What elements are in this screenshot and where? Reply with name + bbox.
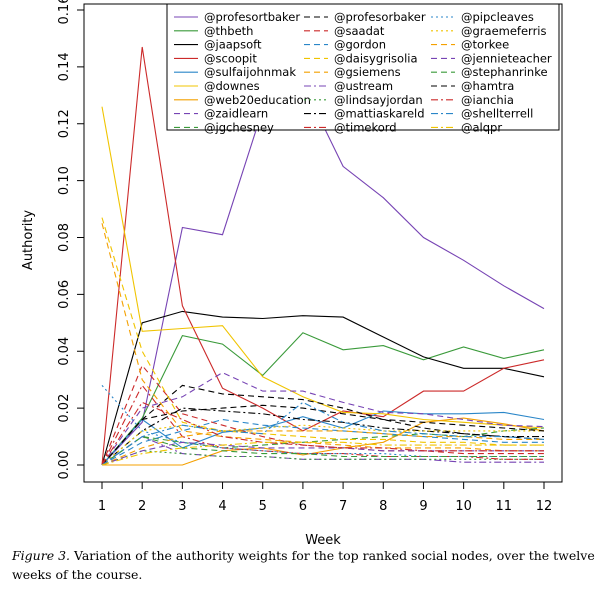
legend-label: @shellterrell xyxy=(461,107,533,121)
series-line-shellterrell xyxy=(101,401,545,466)
legend-label: @jgchesney xyxy=(204,120,274,134)
series-line-gsiemens xyxy=(101,223,544,452)
y-tick-label: 0.12 xyxy=(57,109,72,138)
series-line-web20education xyxy=(102,417,545,466)
y-tick-label: 0.16 xyxy=(57,0,72,24)
series-line-profesorbaker xyxy=(101,384,545,466)
x-tick-label: 9 xyxy=(419,499,427,514)
legend-label: @zaidlearn xyxy=(204,107,268,121)
series-line-timekord xyxy=(101,384,544,466)
y-tick-label: 0.08 xyxy=(57,223,72,252)
x-tick-label: 5 xyxy=(259,499,267,514)
authority-line-chart: 1 2 3 4 5 6 7 8 9 10 11 120.000.020.040.060.080.100… xyxy=(21,0,563,545)
legend-label: @alqpr xyxy=(461,120,502,134)
legend-label: @saadat xyxy=(334,24,385,38)
x-axis-title: Week xyxy=(305,533,341,545)
x-tick-label: 8 xyxy=(379,499,387,514)
series-line-ustream xyxy=(101,435,544,466)
series-line-gordon xyxy=(101,418,544,466)
series-line-mattiaskareld xyxy=(101,407,544,466)
x-tick-label: 7 xyxy=(339,499,347,514)
series-line-stephanrinke xyxy=(101,435,544,466)
x-tick-label: 4 xyxy=(218,499,226,514)
y-axis-title: Authority xyxy=(21,210,36,270)
series-line-saadat xyxy=(101,364,544,466)
legend-label: @ianchia xyxy=(461,93,514,107)
series-line-jgchesney xyxy=(101,427,545,466)
legend-label: @profesortbaker xyxy=(204,10,300,24)
series-line-hamtra xyxy=(101,404,545,466)
legend-label: @mattiaskareld xyxy=(334,107,425,121)
axes: 1 2 3 4 5 6 7 8 9 10 11 120.000.020.040.060.080.100… xyxy=(57,0,563,514)
series-line-profesortbaker xyxy=(101,83,545,466)
x-tick-label: 3 xyxy=(178,499,186,514)
legend-label: @downes xyxy=(204,79,260,93)
series-line-graemeferris xyxy=(101,424,544,466)
legend-label: @timekord xyxy=(334,120,397,134)
legend: @profesortbaker@thbeth@jaapsoft@scoopit@… xyxy=(166,3,560,134)
series-line-ianchia xyxy=(101,401,544,466)
caption-text: Variation of the authority weights for t… xyxy=(12,548,595,582)
y-tick-label: 0.10 xyxy=(57,166,72,195)
legend-label: @daisygrisolia xyxy=(334,51,418,65)
legend-label: @gsiemens xyxy=(334,65,401,79)
y-tick-label: 0.04 xyxy=(57,337,72,366)
series-line-downes xyxy=(101,106,545,429)
y-tick-label: 0.06 xyxy=(57,280,72,309)
legend-label: @jennieteacher xyxy=(461,51,552,65)
legend-label: @gordon xyxy=(334,38,386,52)
x-tick-label: 2 xyxy=(138,499,146,514)
series-line-jaapsoft xyxy=(101,310,545,466)
x-tick-label: 10 xyxy=(455,499,472,514)
legend-label: @pipcleaves xyxy=(461,10,534,24)
series-line-thbeth xyxy=(101,332,545,466)
x-tick-label: 11 xyxy=(496,499,513,514)
legend-label: @sulfaijohnmak xyxy=(204,65,296,79)
series-line-zaidlearn xyxy=(101,371,545,466)
y-tick-label: 0.02 xyxy=(57,394,72,423)
legend-label: @ustream xyxy=(334,79,393,93)
x-tick-label: 1 xyxy=(98,499,106,514)
legend-label: @profesorbaker xyxy=(334,10,426,24)
y-tick-label: 0.00 xyxy=(57,451,72,480)
series-line-pipcleaves xyxy=(101,385,544,458)
legend-label: @web20education xyxy=(204,93,311,107)
legend-label: @stephanrinke xyxy=(461,65,548,79)
legend-label: @hamtra xyxy=(461,79,514,93)
legend-box xyxy=(166,3,560,131)
series-layer xyxy=(101,46,545,466)
series-line-daisygrisolia xyxy=(101,217,544,446)
y-tick-label: 0.14 xyxy=(57,52,72,81)
x-tick-label: 12 xyxy=(536,499,553,514)
series-line-lindsayjordan xyxy=(101,450,544,466)
legend-label: @torkee xyxy=(461,38,509,52)
legend-label: @jaapsoft xyxy=(204,38,262,52)
caption-label: Figure 3. xyxy=(12,548,70,563)
legend-label: @graemeferris xyxy=(461,24,547,38)
legend-label: @scoopit xyxy=(204,51,257,65)
legend-label: @thbeth xyxy=(204,24,253,38)
x-tick-label: 6 xyxy=(299,499,307,514)
legend-label: @lindsayjordan xyxy=(334,93,423,107)
figure-caption: Figure 3. Variation of the authority wei… xyxy=(12,546,604,584)
series-line-alqpr xyxy=(101,441,544,466)
series-line-sulfaijohnmak xyxy=(101,410,545,466)
